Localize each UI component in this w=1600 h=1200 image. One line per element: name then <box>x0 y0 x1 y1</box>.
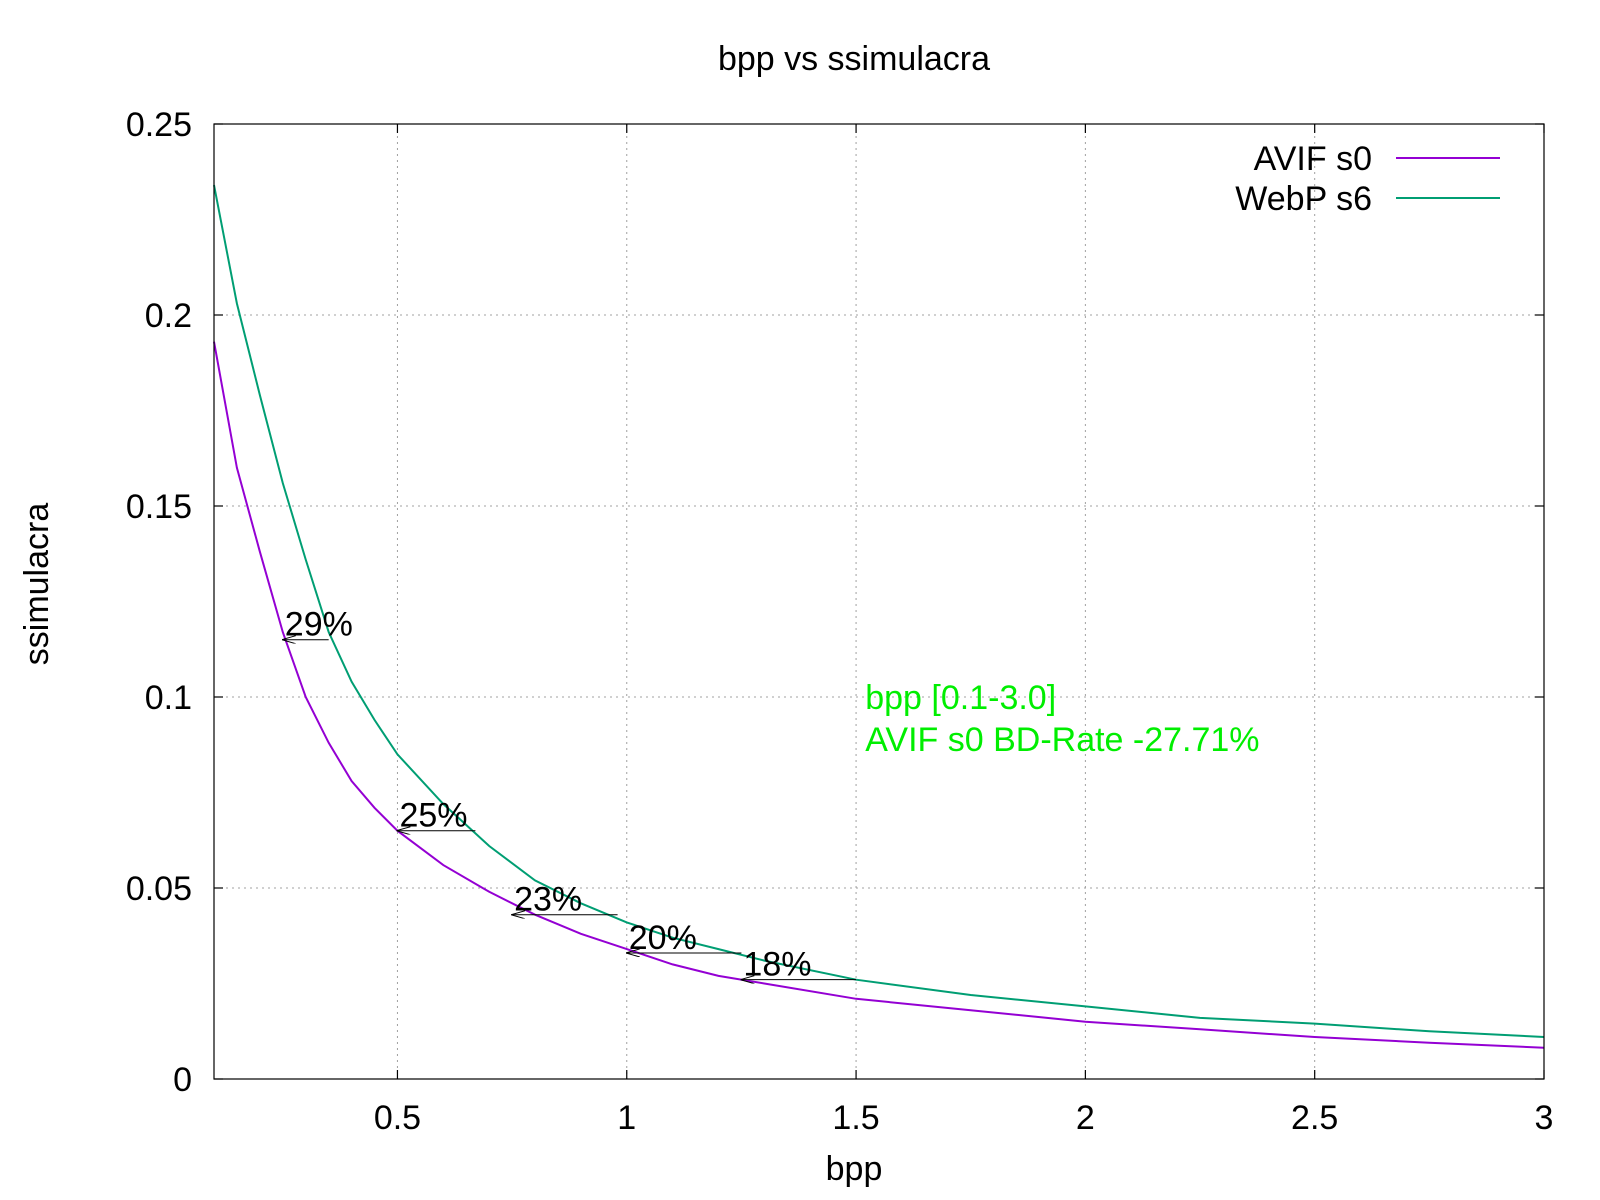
x-axis-title: bpp <box>826 1150 883 1188</box>
series-line-avif-s0 <box>213 341 1545 1049</box>
grid-lines <box>214 124 1544 1079</box>
y-tick-label: 0.25 <box>126 106 192 144</box>
annotation-text: AVIF s0 BD-Rate -27.71% <box>865 721 1259 759</box>
rate-arrow-label: 25% <box>399 797 467 835</box>
rate-arrow-label: 29% <box>285 606 353 644</box>
y-tick-label: 0.15 <box>126 488 192 526</box>
rate-arrows: 29% 25% 23% 20% 18% <box>283 606 857 984</box>
y-tick-label: 0.05 <box>126 870 192 908</box>
y-tick-label: 0.2 <box>145 297 192 335</box>
x-tick-label: 2.5 <box>1291 1099 1338 1137</box>
y-tick-label: 0.1 <box>145 679 192 717</box>
x-tick-label: 3 <box>1535 1099 1554 1137</box>
chart-title: bpp vs ssimulacra <box>718 40 990 78</box>
axis-ticks: 0.5 1 1.5 2 2.5 3 0 0.05 0.1 0.15 0.2 0.25 <box>126 106 1554 1137</box>
rate-arrow-label: 20% <box>629 919 697 957</box>
x-tick-label: 1 <box>617 1099 636 1137</box>
rate-arrow-label: 23% <box>514 881 582 919</box>
x-tick-label: 2 <box>1076 1099 1095 1137</box>
plot-frame <box>213 123 1545 1080</box>
series-line-webp-s6 <box>213 184 1545 1038</box>
x-tick-label: 1.5 <box>832 1099 879 1137</box>
bd-rate-annotation: bpp [0.1-3.0] AVIF s0 BD-Rate -27.71% <box>865 679 1259 759</box>
rate-arrow-label: 18% <box>743 946 811 984</box>
plot-series <box>213 184 1545 1049</box>
y-tick-label: 0 <box>173 1061 192 1099</box>
legend-label: AVIF s0 <box>1254 140 1372 178</box>
y-axis-title: ssimulacra <box>18 503 56 666</box>
x-tick-label: 0.5 <box>374 1099 421 1137</box>
legend-label: WebP s6 <box>1235 180 1372 218</box>
annotation-text: bpp [0.1-3.0] <box>865 679 1056 717</box>
